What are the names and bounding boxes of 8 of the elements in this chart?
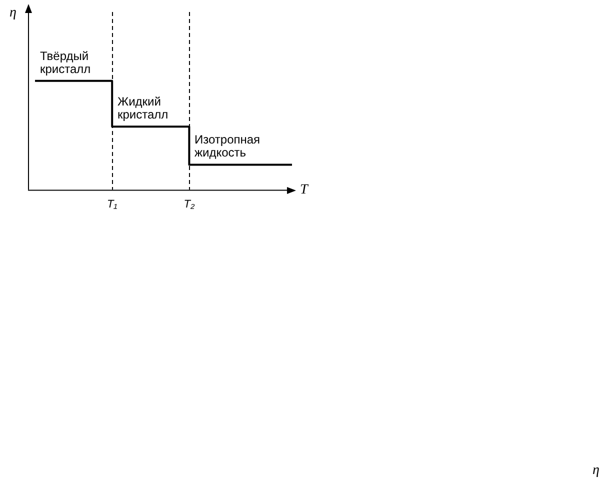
y-axis-title: η (10, 6, 17, 21)
x-axis-title: T (300, 182, 309, 198)
x-tick-label: T₁ (107, 198, 118, 210)
x-tick-label: T₂ (184, 198, 196, 210)
text: η (592, 463, 600, 478)
annotation: Изотропная жидкость (194, 132, 260, 160)
text: Твёрдый кристалл (40, 48, 91, 76)
annotation: Жидкий кристалл (118, 94, 168, 122)
